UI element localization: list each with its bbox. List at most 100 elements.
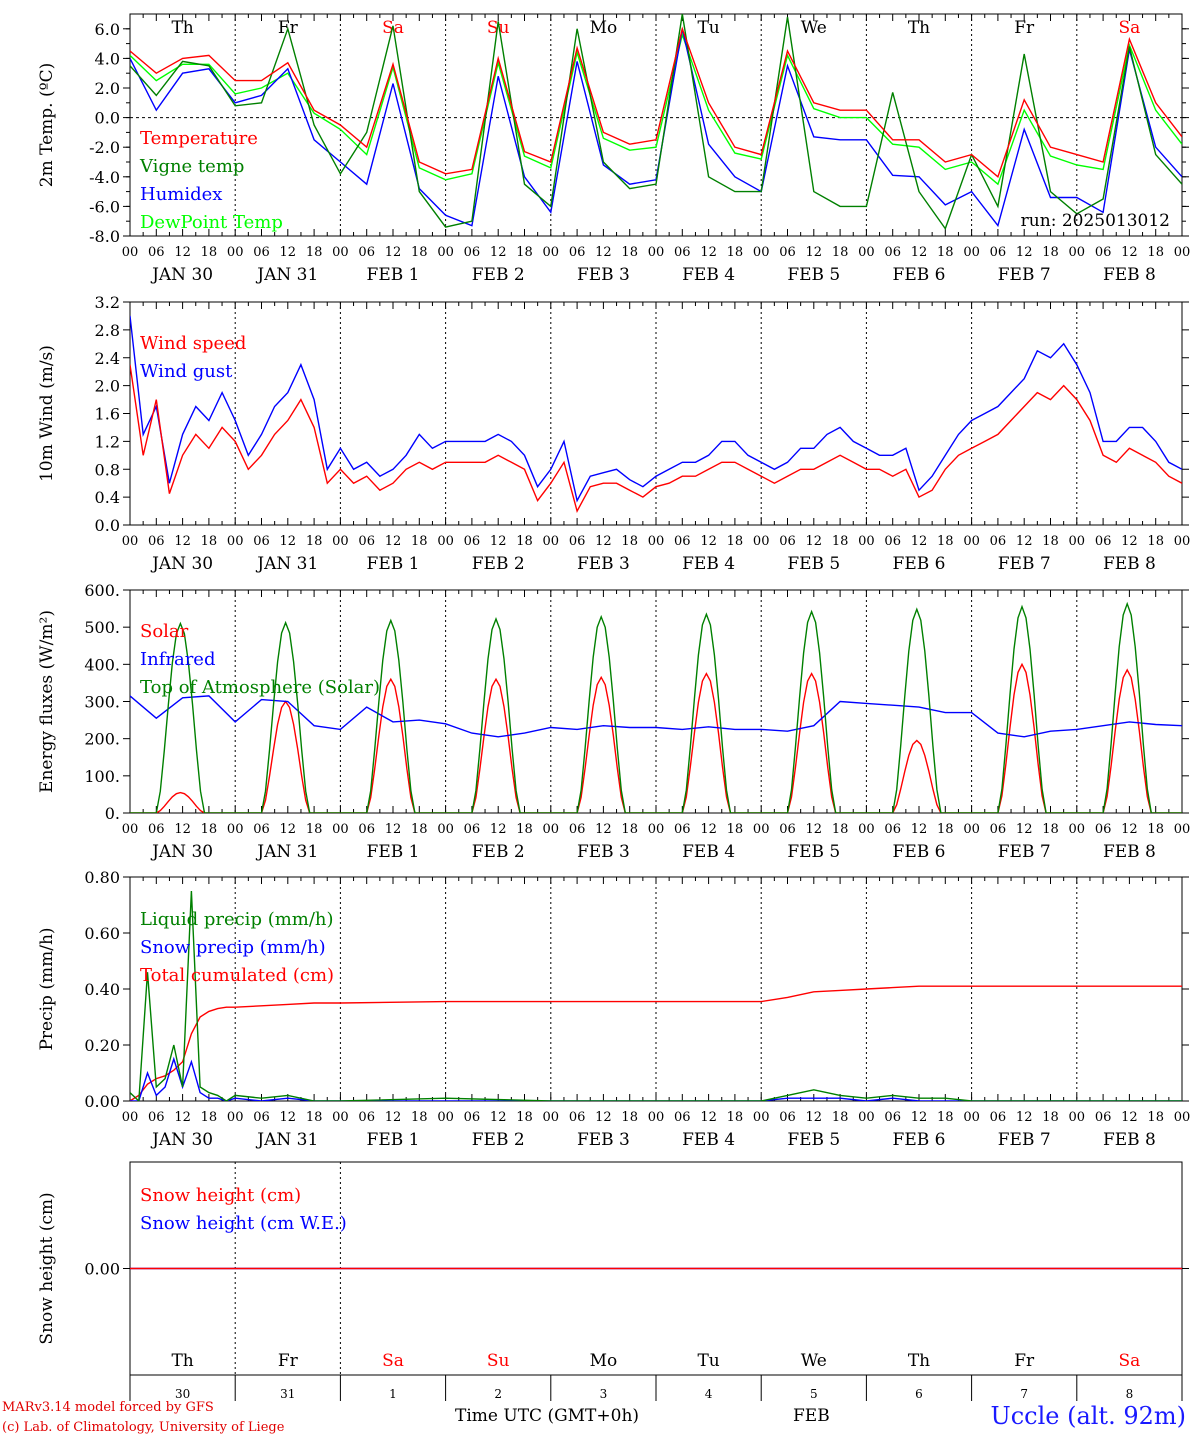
date-label: FEB 3 [577,265,630,285]
y-axis-label: Energy fluxes (W/m²) [37,610,57,793]
hour-tick-label: 18 [937,245,954,260]
hour-tick-label: 18 [621,822,638,837]
date-label: JAN 30 [150,265,213,285]
hour-tick-label: 18 [1042,822,1059,837]
date-label: FEB 3 [577,554,630,574]
y-tick-label: 2.8 [95,321,120,340]
weekday-label: Th [908,18,930,38]
panel-snow: 0.00 Snow height (cm) Th Fr Sa Su Mo Tu We Th Fr Sa… [37,1161,1189,1401]
hour-tick-label: 00 [963,245,980,260]
hour-tick-label: 12 [1016,534,1033,549]
hour-tick-label: 00 [227,822,244,837]
hour-tick-label: 00 [1069,1110,1086,1125]
hour-tick-label: 18 [411,1110,428,1125]
weekday-label: Su [487,1351,510,1371]
y-tick-label: 2.0 [95,377,120,396]
weekday-label: Th [908,1351,930,1371]
y-tick-label: 200. [84,730,120,749]
hour-tick-label: 00 [332,245,349,260]
lab-credit: (c) Lab. of Climatology, University of L… [2,1420,285,1435]
weekday-label: Tu [697,1351,719,1371]
hour-tick-label: 12 [806,1110,823,1125]
hour-tick-label: 00 [648,534,665,549]
hour-tick-label: 18 [832,1110,849,1125]
date-label: FEB 1 [367,554,420,574]
hour-tick-label: 12 [174,1110,191,1125]
hour-tick-label: 18 [306,822,323,837]
date-label: JAN 31 [255,265,318,285]
hour-tick-label: 18 [516,822,533,837]
date-label: FEB 8 [1103,1130,1156,1150]
date-label: FEB 7 [998,842,1051,862]
hour-tick-label: 12 [911,1110,928,1125]
hour-tick-label: 18 [201,822,218,837]
day-number-label: 1 [389,1387,397,1401]
hour-tick-label: 00 [1174,1110,1191,1125]
hour-tick-label: 18 [1042,534,1059,549]
hour-tick-label: 12 [1121,534,1138,549]
hour-tick-label: 12 [700,534,717,549]
hour-tick-label: 06 [884,1110,901,1125]
series-line-total-cumulated-cm- [130,985,1182,1101]
date-label: FEB 5 [787,554,840,574]
hour-tick-label: 00 [858,534,875,549]
date-label: FEB 2 [472,554,525,574]
hour-tick-label: 12 [174,534,191,549]
hour-tick-label: 12 [911,822,928,837]
hour-tick-label: 18 [201,245,218,260]
legend-entry: Top of Atmosphere (Solar) [140,677,380,698]
hour-tick-label: 00 [648,245,665,260]
hour-tick-label: 18 [1147,822,1164,837]
hour-tick-label: 18 [411,534,428,549]
panel-precip: 0.80 0.60 0.40 0.20 0.00 Precip (mm/h) 00 06 12 1… [37,868,1190,1150]
date-label: FEB 4 [682,1130,735,1150]
legend-entry: Vigne temp [139,156,244,177]
day-number-label: 2 [494,1387,502,1401]
hour-tick-label: 00 [1174,245,1191,260]
hour-tick-label: 12 [1016,245,1033,260]
hour-tick-label: 18 [516,534,533,549]
date-label: JAN 31 [255,554,318,574]
legend-entry: Temperature [140,128,258,149]
hour-tick-label: 06 [148,1110,165,1125]
hour-tick-label: 12 [595,534,612,549]
hour-tick-label: 18 [306,245,323,260]
y-tick-label: 400. [84,655,120,674]
hour-tick-label: 00 [227,1110,244,1125]
hour-tick-label: 18 [306,534,323,549]
date-label: JAN 30 [150,554,213,574]
legend-entry: Humidex [140,184,222,205]
day-number-label: 6 [915,1387,923,1401]
hour-tick-label: 00 [227,534,244,549]
series-line-wind-gust [130,315,1182,503]
series-line-temperature [130,26,1182,178]
date-label: FEB 3 [577,1130,630,1150]
hour-tick-label: 00 [753,1110,770,1125]
day-number-label: 5 [810,1387,818,1401]
weekday-label: Th [171,18,193,38]
hour-tick-label: 06 [674,1110,691,1125]
hour-tick-label: 06 [464,245,481,260]
date-label: FEB 5 [787,842,840,862]
hour-tick-label: 00 [963,1110,980,1125]
hour-tick-label: 00 [1069,245,1086,260]
day-number-label: 4 [705,1387,713,1401]
hour-tick-label: 12 [911,245,928,260]
hour-tick-label: 06 [884,245,901,260]
date-label: FEB 4 [682,554,735,574]
hour-tick-label: 12 [595,1110,612,1125]
y-tick-label: -4.0 [89,168,120,187]
hour-tick-label: 18 [1147,245,1164,260]
hour-tick-label: 12 [1121,1110,1138,1125]
y-tick-label: 500. [84,618,120,637]
hour-tick-label: 18 [832,534,849,549]
hour-tick-label: 12 [280,245,297,260]
hour-tick-label: 06 [569,822,586,837]
y-tick-label: 600. [84,581,120,600]
hour-tick-label: 12 [490,1110,507,1125]
legend-entry: Snow height (cm W.E.) [140,1213,347,1234]
hour-tick-label: 06 [779,534,796,549]
weekday-label: Th [171,1351,193,1371]
